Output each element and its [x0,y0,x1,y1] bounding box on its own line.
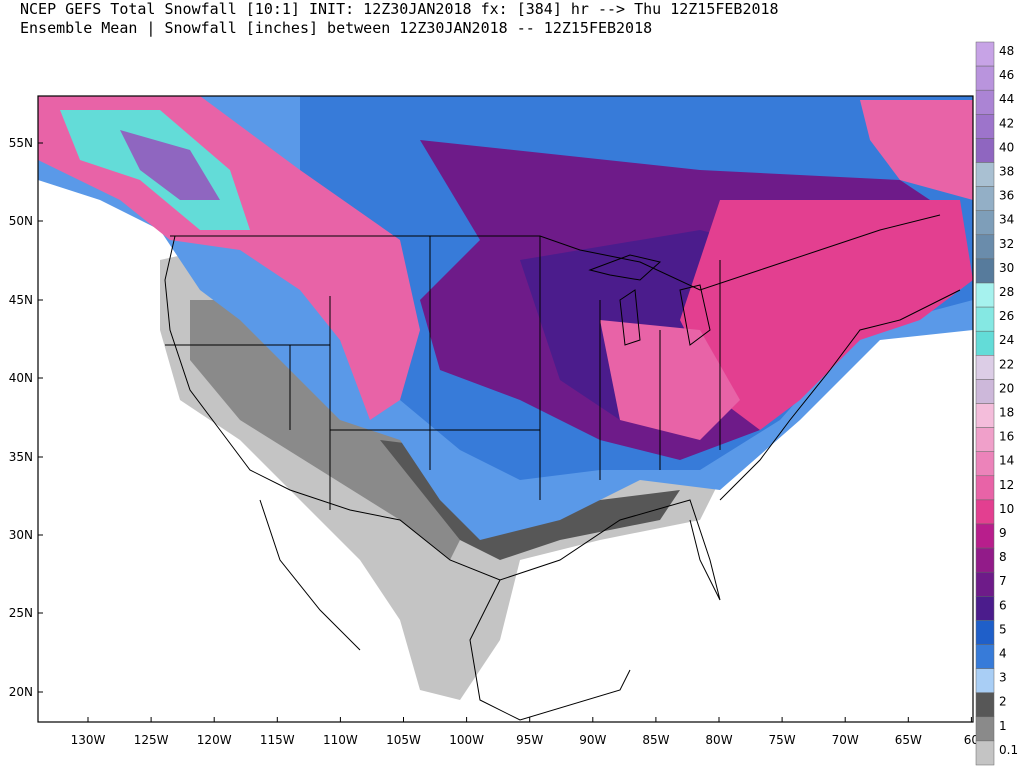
colorbar-box [975,499,995,525]
colorbar-box [975,620,995,645]
colorbar-box [975,65,995,91]
lat-label: 35N [9,450,33,464]
colorbar-label: 34 [999,213,1014,227]
colorbar-label: 4 [999,647,1007,661]
lon-label: 120W [197,733,232,747]
colorbar-box [975,403,995,428]
colorbar-label: 6 [999,598,1007,612]
colorbar-box [975,306,995,332]
lon-label: 60 [964,733,979,747]
colorbar-label: 14 [999,454,1014,468]
colorbar-box [975,89,995,115]
title: NCEP GEFS Total Snowfall [10:1] INIT: 12… [20,0,779,18]
colorbar-box [975,186,995,211]
colorbar-box [975,475,995,501]
colorbar-box [975,692,995,718]
colorbar-label: 28 [999,285,1014,299]
colorbar-label: 2 [999,695,1007,709]
lon-label: 75W [769,733,796,747]
colorbar-box [975,379,995,404]
colorbar-label: 20 [999,381,1014,395]
colorbar-box [975,138,995,163]
lon-label: 70W [832,733,859,747]
colorbar-label: 30 [999,261,1014,275]
colorbar-box [975,668,995,693]
colorbar-label: 8 [999,550,1007,564]
lon-label: 130W [71,733,106,747]
colorbar-box [975,234,995,260]
lon-label: 95W [516,733,543,747]
lat-label: 50N [9,214,33,228]
colorbar-label: 7 [999,574,1007,588]
colorbar-box [975,427,995,452]
lon-label: 100W [449,733,484,747]
colorbar-label: 40 [999,140,1014,154]
map-field [38,96,973,722]
colorbar-label: 18 [999,406,1014,420]
lon-label: 65W [895,733,922,747]
colorbar-box [975,571,995,597]
colorbar-box [975,258,995,284]
axes: 55N 50N 45N 40N 35N 30N 25N 20N 130W 125W 120W 115W… [9,136,979,747]
colorbar-label: 9 [999,526,1007,540]
colorbar-label: 26 [999,309,1014,323]
lon-label: 90W [579,733,606,747]
colorbar-label: 32 [999,237,1014,251]
colorbar-box [975,282,995,308]
lat-label: 25N [9,606,33,620]
colorbar-label: 16 [999,430,1014,444]
colorbar-label: 46 [999,68,1014,82]
lon-label: 125W [134,733,169,747]
colorbar-box [975,740,995,766]
lat-label: 40N [9,371,33,385]
colorbar-label: 0.1 [999,743,1018,757]
colorbar-box [975,355,995,380]
colorbar-label: 44 [999,92,1014,106]
colorbar-label: 48 [999,44,1014,58]
colorbar-label: 24 [999,333,1014,347]
lat-label: 20N [9,685,33,699]
lat-label: 30N [9,528,33,542]
colorbar-box [975,41,995,67]
lon-label: 115W [260,733,295,747]
colorbar-box [975,330,995,356]
colorbar-label: 36 [999,189,1014,203]
colorbar-box [975,210,995,236]
colorbar-label: 1 [999,719,1007,733]
colorbar: 4846444240383634323028262422201816141210… [975,41,1018,766]
colorbar-box [975,451,995,477]
lon-label: 105W [386,733,421,747]
colorbar-box [975,716,995,742]
colorbar-label: 12 [999,478,1014,492]
lat-label: 55N [9,136,33,150]
lat-label: 45N [9,293,33,307]
map-frame [37,95,974,723]
colorbar-box [975,644,995,669]
colorbar-label: 5 [999,622,1007,636]
colorbar-box [975,162,995,187]
colorbar-label: 10 [999,502,1014,516]
lon-label: 85W [642,733,669,747]
lon-label: 80W [705,733,732,747]
colorbar-label: 38 [999,165,1014,179]
colorbar-box [975,596,995,621]
colorbar-label: 22 [999,357,1014,371]
lon-label: 110W [323,733,358,747]
colorbar-label: 42 [999,116,1014,130]
colorbar-label: 3 [999,671,1007,685]
colorbar-box [975,523,995,549]
subtitle: Ensemble Mean | Snowfall [inches] betwee… [20,19,652,37]
colorbar-box [975,547,995,573]
colorbar-box [975,114,995,139]
